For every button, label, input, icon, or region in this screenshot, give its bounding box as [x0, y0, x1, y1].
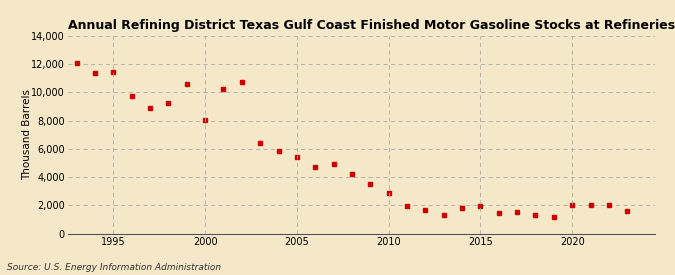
Y-axis label: Thousand Barrels: Thousand Barrels [22, 89, 32, 180]
Text: Annual Refining District Texas Gulf Coast Finished Motor Gasoline Stocks at Refi: Annual Refining District Texas Gulf Coas… [68, 19, 674, 32]
Text: Source: U.S. Energy Information Administration: Source: U.S. Energy Information Administ… [7, 263, 221, 272]
